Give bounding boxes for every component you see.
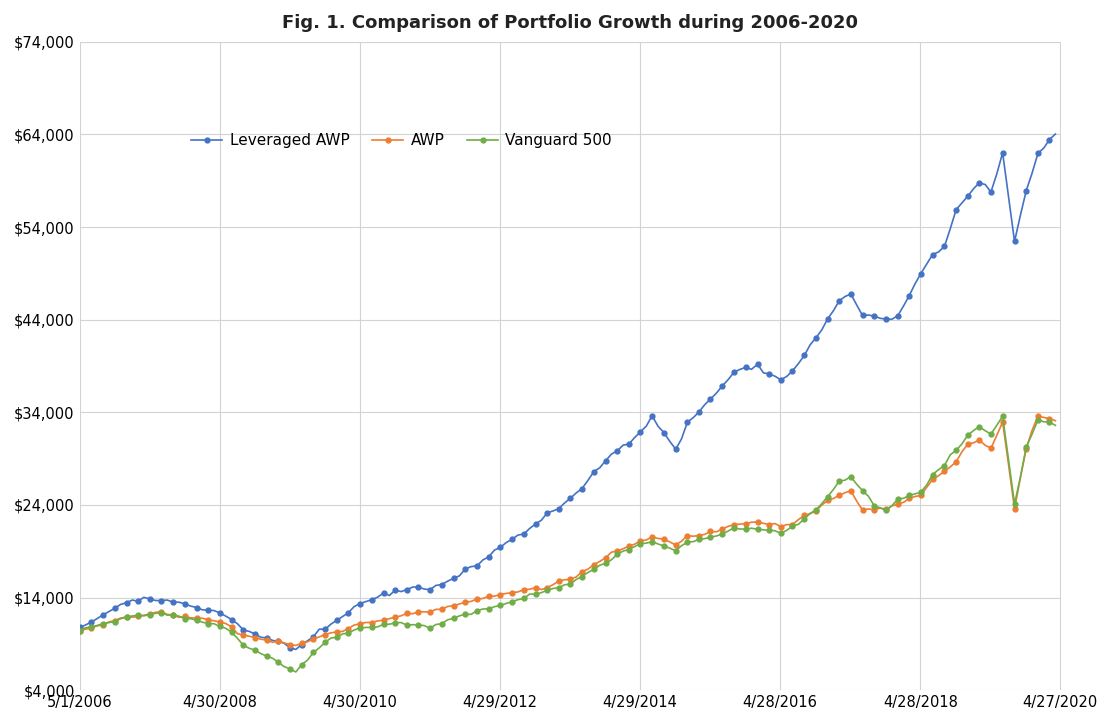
Legend: Leveraged AWP, AWP, Vanguard 500: Leveraged AWP, AWP, Vanguard 500 <box>186 127 618 154</box>
Line: Vanguard 500: Vanguard 500 <box>77 414 1058 674</box>
Line: Leveraged AWP: Leveraged AWP <box>77 132 1058 652</box>
Line: AWP: AWP <box>77 413 1058 648</box>
Title: Fig. 1. Comparison of Portfolio Growth during 2006-2020: Fig. 1. Comparison of Portfolio Growth d… <box>282 14 858 32</box>
